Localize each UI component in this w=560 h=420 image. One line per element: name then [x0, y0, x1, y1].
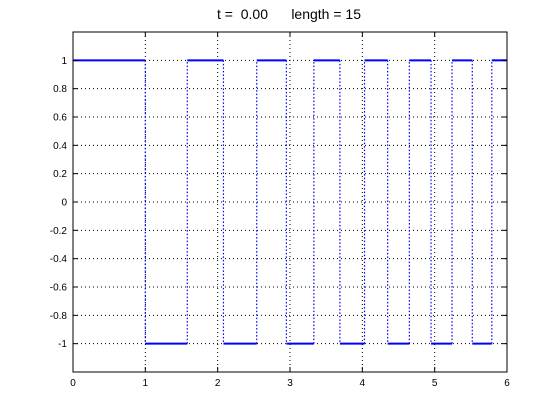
- series-line: [73, 59, 507, 345]
- grid: [73, 32, 507, 372]
- y-tick-label: -0.8: [50, 311, 68, 322]
- y-tick-label: 0.4: [53, 141, 67, 152]
- y-tick-label: -0.6: [50, 283, 68, 294]
- x-tick-label: 5: [432, 378, 438, 389]
- y-tick-label: -1: [58, 339, 67, 350]
- x-tick-label: 3: [287, 378, 293, 389]
- x-tick-label: 2: [215, 378, 221, 389]
- y-tick-label: 0.8: [53, 84, 67, 95]
- chart-title: t = 0.00 length = 15: [217, 6, 361, 22]
- y-tick-label: 0.2: [53, 169, 67, 180]
- y-tick-label: -0.2: [50, 226, 68, 237]
- y-tick-label: 0.6: [53, 113, 67, 124]
- x-tick-label: 6: [504, 378, 510, 389]
- y-tick-label: 0: [61, 198, 67, 209]
- y-tick-label: -0.4: [50, 254, 68, 265]
- ticks: 0 1 2 3 4 5 6 1 0.8 0.6 0.4 0.2 0 -0.2 -0.4 -0.6 -0.8 -1: [50, 32, 510, 389]
- x-tick-label: 4: [360, 378, 366, 389]
- x-tick-label: 1: [143, 378, 149, 389]
- x-tick-label: 0: [70, 378, 76, 389]
- y-tick-label: 1: [61, 56, 67, 67]
